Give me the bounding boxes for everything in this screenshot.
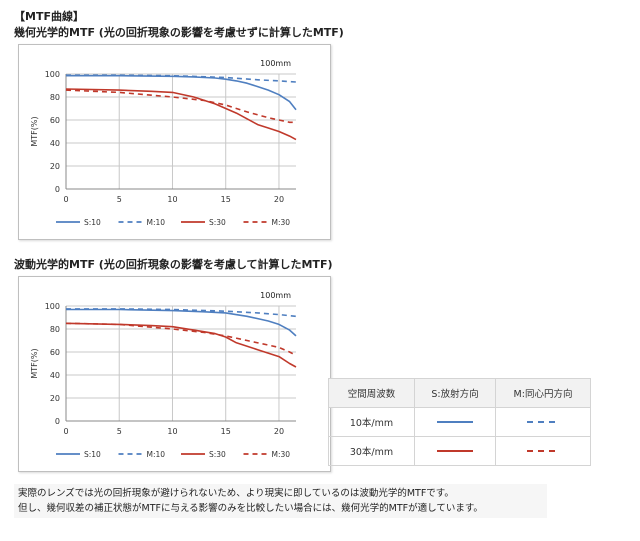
swatch-m30 (495, 436, 591, 466)
wave-mtf-title: 波動光学的MTF (光の回折現象の影響を考慮して計算したMTF) (14, 258, 333, 271)
legend-label: M:30 (272, 218, 291, 227)
legend-label: S:30 (209, 218, 226, 227)
series-line-S10 (66, 308, 297, 337)
y-tick-label: 0 (55, 185, 60, 194)
wave-mtf-chart: 0 20 40 60 80 100 0 5 10 15 20 MTF(%) 100mm S:10 M:10 S… (18, 276, 331, 472)
legend-label: M:10 (147, 450, 166, 459)
x-tick-label: 0 (63, 195, 68, 204)
y-tick-label: 40 (50, 371, 60, 380)
chart-annotation: 100mm (260, 291, 291, 300)
header-spatial-frequency: 空間周波数 (328, 378, 415, 408)
y-tick-label: 60 (50, 116, 60, 125)
series-line-S10 (66, 74, 297, 111)
series-line-M30 (65, 322, 297, 357)
chart-annotation: 100mm (260, 59, 291, 68)
y-axis-label: MTF(%) (30, 348, 39, 378)
x-tick-label: 10 (167, 195, 177, 204)
swatch-s30 (414, 436, 496, 466)
geometric-mtf-chart: 0 20 40 60 80 100 0 5 10 15 20 MTF(%) 100mm S:10 M:10 S… (18, 44, 331, 240)
series-line-S30 (65, 88, 297, 141)
swatch-m10 (495, 407, 591, 437)
legend-label: S:10 (84, 450, 101, 459)
y-tick-label: 100 (45, 302, 60, 311)
y-tick-label: 60 (50, 348, 60, 357)
legend-table-row: 30本/mm (328, 436, 591, 466)
y-axis-label: MTF(%) (30, 116, 39, 146)
x-tick-label: 20 (274, 427, 284, 436)
x-tick-label: 5 (117, 427, 122, 436)
plot-area (66, 74, 296, 189)
y-tick-label: 80 (50, 325, 60, 334)
series-line-M30 (65, 89, 296, 124)
geometric-mtf-title: 幾何光学的MTF (光の回折現象の影響を考慮せずに計算したMTF) (14, 26, 344, 39)
swatch-s10 (414, 407, 496, 437)
legend-label: M:10 (147, 218, 166, 227)
explanatory-notes: 実際のレンズでは光の回折現象が避けられないため、より現実に即しているのは波動光学… (14, 484, 547, 518)
x-tick-label: 5 (117, 195, 122, 204)
header-sagittal: S:放射方向 (414, 378, 496, 408)
legend-table-row: 10本/mm (328, 407, 591, 437)
legend-label: S:30 (209, 450, 226, 459)
frequency-legend-table: 空間周波数 S:放射方向 M:同心円方向 10本/mm 30本/mm (328, 378, 591, 466)
wave-mtf-plot: 0 20 40 60 80 100 0 5 10 15 20 MTF(%) 100mm S:10 M:10 S… (30, 291, 297, 459)
y-tick-label: 20 (50, 394, 60, 403)
row-label-10: 10本/mm (328, 407, 415, 437)
x-tick-label: 15 (221, 195, 231, 204)
y-tick-label: 40 (50, 139, 60, 148)
plot-area (66, 306, 296, 421)
y-tick-label: 0 (55, 417, 60, 426)
x-tick-label: 0 (63, 427, 68, 436)
y-tick-label: 80 (50, 93, 60, 102)
x-tick-label: 10 (167, 427, 177, 436)
legend-label: M:30 (272, 450, 291, 459)
x-tick-label: 20 (274, 195, 284, 204)
note-line: 実際のレンズでは光の回折現象が避けられないため、より現実に即しているのは波動光学… (18, 488, 454, 499)
row-label-30: 30本/mm (328, 436, 415, 466)
legend-table-header-row: 空間周波数 S:放射方向 M:同心円方向 (328, 378, 591, 408)
note-line: 但し、幾何収差の補正状態がMTFに与える影響のみを比較したい場合には、幾何光学的… (18, 503, 483, 514)
section-title: 【MTF曲線】 (14, 10, 84, 23)
y-tick-label: 20 (50, 162, 60, 171)
header-meridional: M:同心円方向 (495, 378, 591, 408)
x-tick-label: 15 (221, 427, 231, 436)
legend-label: S:10 (84, 218, 101, 227)
y-tick-label: 100 (45, 70, 60, 79)
geometric-mtf-plot: 0 20 40 60 80 100 0 5 10 15 20 MTF(%) 100mm S:10 M:10 S… (30, 59, 297, 227)
